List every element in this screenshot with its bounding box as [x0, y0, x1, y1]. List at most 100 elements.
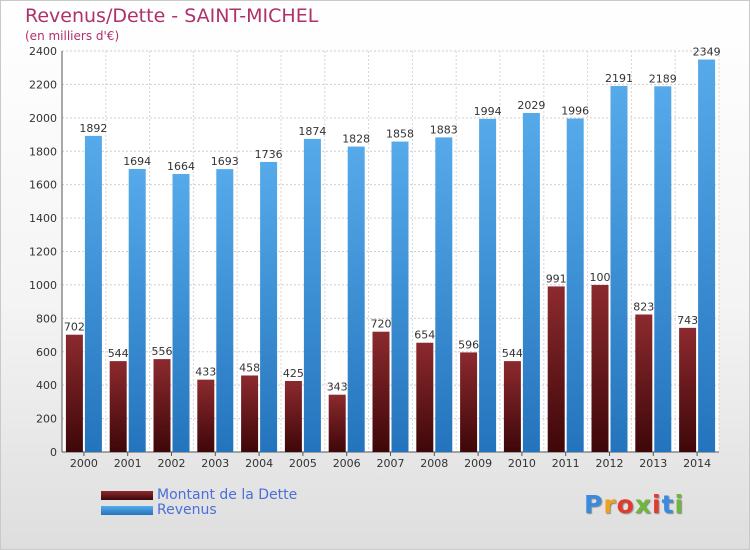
x-tick-label: 2009: [464, 457, 492, 470]
x-tick-label: 2003: [201, 457, 229, 470]
revenue-bar: [84, 135, 102, 452]
chart-title: Revenus/Dette - SAINT-MICHEL: [25, 5, 319, 27]
debt-bar: [328, 394, 346, 452]
y-tick-label: 400: [36, 379, 57, 392]
debt-data-label: 702: [64, 321, 85, 334]
debt-bar: [284, 380, 302, 452]
x-tick-label: 2004: [245, 457, 273, 470]
gridlines: [61, 50, 720, 453]
y-tick-label: 0: [50, 446, 57, 459]
legend-label-revenue: Revenus: [157, 502, 217, 518]
debt-bar: [241, 375, 259, 452]
y-tick-label: 1800: [29, 145, 57, 158]
y-tick-label: 2200: [29, 78, 57, 91]
debt-bar: [372, 331, 390, 452]
revenue-bar: [260, 161, 278, 452]
legend-swatch-debt: [101, 491, 153, 500]
revenue-bar: [522, 112, 540, 452]
debt-data-label: 556: [152, 345, 173, 358]
revenue-data-label: 1736: [255, 148, 283, 161]
logo-letter: i: [674, 490, 685, 519]
revenue-bar: [610, 85, 628, 453]
revenue-bar: [435, 137, 453, 452]
logo-letter: t: [661, 490, 675, 519]
logo-letter: x: [634, 490, 652, 519]
y-tick-label: 1000: [29, 279, 57, 292]
x-tick-label: 2013: [639, 457, 667, 470]
debt-bar: [153, 359, 171, 452]
x-tick-label: 2014: [683, 457, 711, 470]
y-tick-label: 200: [36, 413, 57, 426]
logo-letter: o: [616, 490, 635, 519]
revenue-data-label: 1858: [386, 128, 414, 141]
y-tick-label: 2400: [29, 45, 57, 58]
debt-data-label: 743: [677, 314, 698, 327]
debt-data-label: 343: [327, 381, 348, 394]
debt-bar: [65, 334, 83, 452]
y-tick-label: 2000: [29, 112, 57, 125]
x-tick-label: 2006: [333, 457, 361, 470]
revenue-data-label: 2191: [605, 72, 633, 85]
revenue-bar: [216, 169, 234, 452]
revenue-data-label: 1874: [298, 125, 326, 138]
revenue-bar: [698, 59, 716, 453]
x-tick-label: 2001: [114, 457, 142, 470]
revenue-data-label: 1883: [430, 123, 458, 136]
debt-data-label: 433: [195, 366, 216, 379]
x-tick-label: 2012: [596, 457, 624, 470]
logo-letter: r: [603, 490, 617, 519]
legend-swatch-revenue: [101, 506, 153, 515]
bars: [65, 59, 716, 453]
debt-data-label: 100: [590, 271, 611, 284]
logo-letter: P: [584, 490, 604, 519]
logo-letter: i: [652, 490, 662, 519]
y-tick-label: 1400: [29, 212, 57, 225]
debt-data-label: 654: [414, 329, 435, 342]
debt-data-label: 823: [633, 300, 654, 313]
revenue-bar: [566, 118, 584, 453]
x-tick-label: 2008: [420, 457, 448, 470]
data-labels: 702 1892 544 1694 556 1664 433 1693 458 1736 425 18…: [64, 46, 721, 394]
revenue-bar: [479, 118, 497, 453]
debt-data-label: 458: [239, 361, 260, 374]
revenue-bar: [303, 138, 321, 452]
y-tick-label: 800: [36, 312, 57, 325]
revenue-data-label: 1664: [167, 160, 195, 173]
revenue-bar: [172, 173, 190, 452]
debt-bar: [679, 327, 697, 452]
revenue-data-label: 1828: [342, 133, 370, 146]
revenue-data-label: 1892: [79, 122, 107, 135]
debt-bar: [109, 361, 127, 452]
debt-data-label: 544: [502, 347, 523, 360]
revenue-data-label: 2189: [649, 72, 677, 85]
x-tick-label: 2011: [552, 457, 580, 470]
revenue-data-label: 1996: [561, 105, 589, 118]
debt-bar: [503, 361, 521, 452]
debt-bar: [591, 284, 609, 452]
debt-bar: [635, 314, 653, 452]
debt-bar: [460, 352, 478, 452]
revenue-bar: [347, 146, 365, 453]
revenue-bar: [391, 141, 409, 452]
proxiti-logo: Proxiti: [584, 490, 684, 519]
revenue-bar: [128, 168, 146, 453]
y-tick-label: 1600: [29, 179, 57, 192]
debt-bar: [416, 342, 434, 452]
debt-data-label: 991: [546, 272, 567, 285]
revenue-data-label: 2349: [693, 46, 721, 59]
y-tick-label: 1200: [29, 246, 57, 259]
revenue-data-label: 1994: [474, 105, 502, 118]
revenue-data-label: 1694: [123, 155, 151, 168]
revenue-data-label: 1693: [211, 155, 239, 168]
x-tick-label: 2010: [508, 457, 536, 470]
debt-data-label: 544: [108, 347, 129, 360]
x-tick-label: 2007: [377, 457, 405, 470]
revenue-data-label: 2029: [517, 99, 545, 112]
x-tick-label: 2002: [158, 457, 186, 470]
debt-bar: [197, 379, 215, 452]
x-tick-label: 2005: [289, 457, 317, 470]
y-tick-label: 600: [36, 346, 57, 359]
axes: 0 200 400 600 800 1000 1200 1400 1600 1800 2000 220…: [29, 45, 719, 470]
debt-data-label: 596: [458, 338, 479, 351]
